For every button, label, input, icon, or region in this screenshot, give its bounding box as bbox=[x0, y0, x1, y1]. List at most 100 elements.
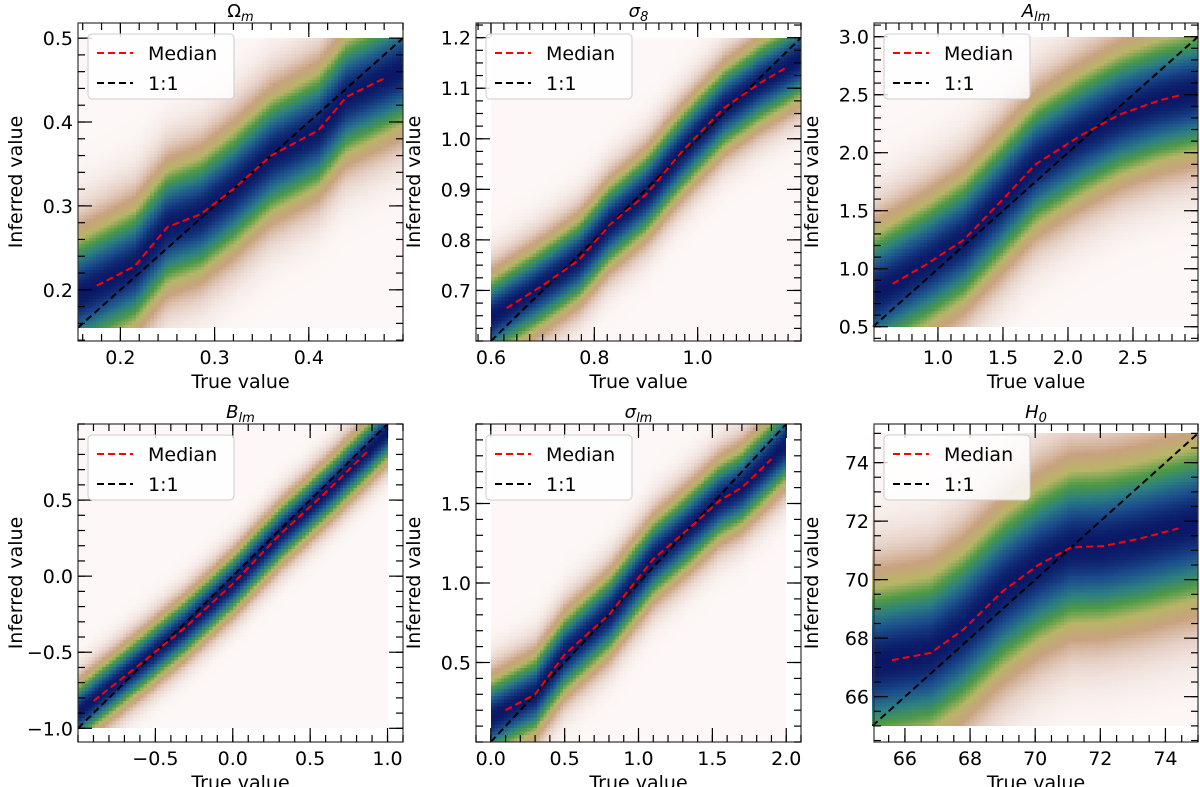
title-symbol: Ω bbox=[227, 1, 241, 22]
subplot-title: Ωm bbox=[227, 1, 253, 25]
axes-frame bbox=[77, 423, 404, 743]
legend-label: 1:1 bbox=[546, 73, 577, 95]
title-symbol: σ bbox=[629, 1, 641, 22]
y-tick-label: −0.5 bbox=[27, 642, 73, 664]
legend: Median 1:1 bbox=[485, 33, 633, 100]
y-tick-label: 0.4 bbox=[43, 112, 73, 134]
y-tick-label: 1.5 bbox=[441, 494, 471, 516]
legend-label: Median bbox=[944, 444, 1013, 466]
legend-label: 1:1 bbox=[148, 73, 179, 95]
x-tick-label: 0.5 bbox=[550, 748, 580, 770]
one-to-one-line bbox=[490, 36, 802, 342]
legend-label: 1:1 bbox=[944, 474, 975, 496]
x-tick-label: 1.5 bbox=[697, 748, 727, 770]
y-tick-label: −1.0 bbox=[27, 718, 73, 740]
y-tick-label: 0.5 bbox=[441, 653, 471, 675]
subplot-title: σlm bbox=[625, 402, 653, 426]
x-tick-label: 2.5 bbox=[1118, 347, 1148, 369]
legend-label: Median bbox=[944, 43, 1013, 65]
ticks bbox=[874, 424, 1199, 742]
y-tick-label: 2.0 bbox=[839, 143, 869, 165]
y-tick-label: 3.0 bbox=[839, 27, 869, 49]
legend: Median 1:1 bbox=[87, 434, 235, 501]
title-subscript: lm bbox=[636, 411, 652, 426]
x-tick-label: 0.0 bbox=[476, 748, 506, 770]
x-tick-label: 68 bbox=[958, 748, 982, 770]
y-tick-label: 1.1 bbox=[441, 78, 471, 100]
x-tick-label: 72 bbox=[1088, 748, 1112, 770]
y-tick-label: 0.5 bbox=[839, 317, 869, 339]
y-tick-label: 0.3 bbox=[43, 196, 73, 218]
legend: Median 1:1 bbox=[485, 434, 633, 501]
subplot-3: 1.0 1.5 2.0 2.5 0.5 1.0 1.5 2.0 2.5 3.0 True value… bbox=[801, 1, 1199, 393]
y-tick-label: 70 bbox=[845, 570, 869, 592]
x-tick-label: 0.4 bbox=[294, 347, 324, 369]
legend-label: Median bbox=[546, 43, 615, 65]
y-axis-label: Inferred value bbox=[5, 517, 27, 650]
x-axis-label: True value bbox=[190, 772, 289, 787]
title-subscript: m bbox=[241, 10, 254, 25]
x-tick-label: 1.0 bbox=[372, 748, 402, 770]
one-to-one-line bbox=[871, 432, 1199, 727]
subplot-6: 66 68 70 72 74 66 68 70 72 74 True value Inferred v… bbox=[801, 402, 1199, 787]
y-axis-label: Inferred value bbox=[403, 116, 425, 249]
y-tick-label: 0.9 bbox=[441, 179, 471, 201]
y-tick-label: 0.0 bbox=[43, 566, 73, 588]
y-tick-label: 1.0 bbox=[839, 259, 869, 281]
x-tick-label: 70 bbox=[1023, 748, 1047, 770]
y-axis-label: Inferred value bbox=[801, 517, 823, 650]
y-tick-label: 72 bbox=[845, 511, 869, 533]
subplot-title: H0 bbox=[1025, 402, 1047, 426]
title-symbol: H bbox=[1025, 402, 1039, 423]
title-subscript: 8 bbox=[640, 10, 648, 25]
title-subscript: lm bbox=[1034, 10, 1050, 25]
x-tick-label: 0.8 bbox=[579, 347, 609, 369]
legend-label: 1:1 bbox=[148, 474, 179, 496]
x-tick-label: 1.0 bbox=[923, 347, 953, 369]
title-subscript: 0 bbox=[1039, 411, 1047, 426]
ticks bbox=[476, 23, 802, 342]
y-tick-label: 1.5 bbox=[839, 201, 869, 223]
y-tick-label: 0.5 bbox=[43, 28, 73, 50]
subplot-title: Alm bbox=[1021, 1, 1051, 25]
median-line bbox=[96, 77, 385, 287]
median-line bbox=[505, 67, 787, 309]
legend-label: Median bbox=[148, 43, 217, 65]
median-line bbox=[892, 93, 1183, 285]
title-symbol: B bbox=[226, 402, 238, 423]
y-tick-label: 1.2 bbox=[441, 28, 471, 50]
y-tick-label: 74 bbox=[845, 453, 869, 475]
x-axis-label: True value bbox=[986, 371, 1085, 393]
legend-label: 1:1 bbox=[944, 73, 975, 95]
median-line bbox=[92, 450, 369, 702]
title-symbol: A bbox=[1021, 1, 1034, 22]
legend: Median 1:1 bbox=[87, 33, 235, 100]
y-axis-label: Inferred value bbox=[801, 116, 823, 249]
x-tick-label: 0.0 bbox=[218, 748, 248, 770]
legend: Median 1:1 bbox=[883, 434, 1031, 501]
y-axis-label: Inferred value bbox=[5, 116, 27, 249]
y-tick-label: 0.5 bbox=[43, 490, 73, 512]
x-tick-label: 0.3 bbox=[199, 347, 229, 369]
one-to-one-line bbox=[77, 37, 404, 329]
x-tick-label: 1.0 bbox=[623, 748, 653, 770]
legend: Median 1:1 bbox=[883, 33, 1031, 100]
x-tick-label: 0.5 bbox=[295, 748, 325, 770]
axes-frame bbox=[77, 22, 404, 342]
x-tick-label: 2.0 bbox=[1053, 347, 1083, 369]
x-tick-label: 1.5 bbox=[988, 347, 1018, 369]
x-axis-label: True value bbox=[588, 371, 687, 393]
legend-label: 1:1 bbox=[546, 474, 577, 496]
axes-frame bbox=[475, 22, 802, 342]
subplot-5: 0.0 0.5 1.0 1.5 2.0 0.5 1.0 1.5 True value Inferr… bbox=[403, 402, 802, 787]
x-tick-label: −0.5 bbox=[132, 748, 178, 770]
subplot-1: 0.2 0.3 0.4 0.2 0.3 0.4 0.5 True value Inferred … bbox=[5, 1, 404, 393]
x-tick-label: 66 bbox=[893, 748, 917, 770]
x-tick-label: 0.6 bbox=[476, 347, 506, 369]
x-axis-label: True value bbox=[986, 772, 1085, 787]
x-axis-label: True value bbox=[588, 772, 687, 787]
y-tick-label: 1.0 bbox=[441, 129, 471, 151]
one-to-one-line bbox=[490, 423, 787, 743]
